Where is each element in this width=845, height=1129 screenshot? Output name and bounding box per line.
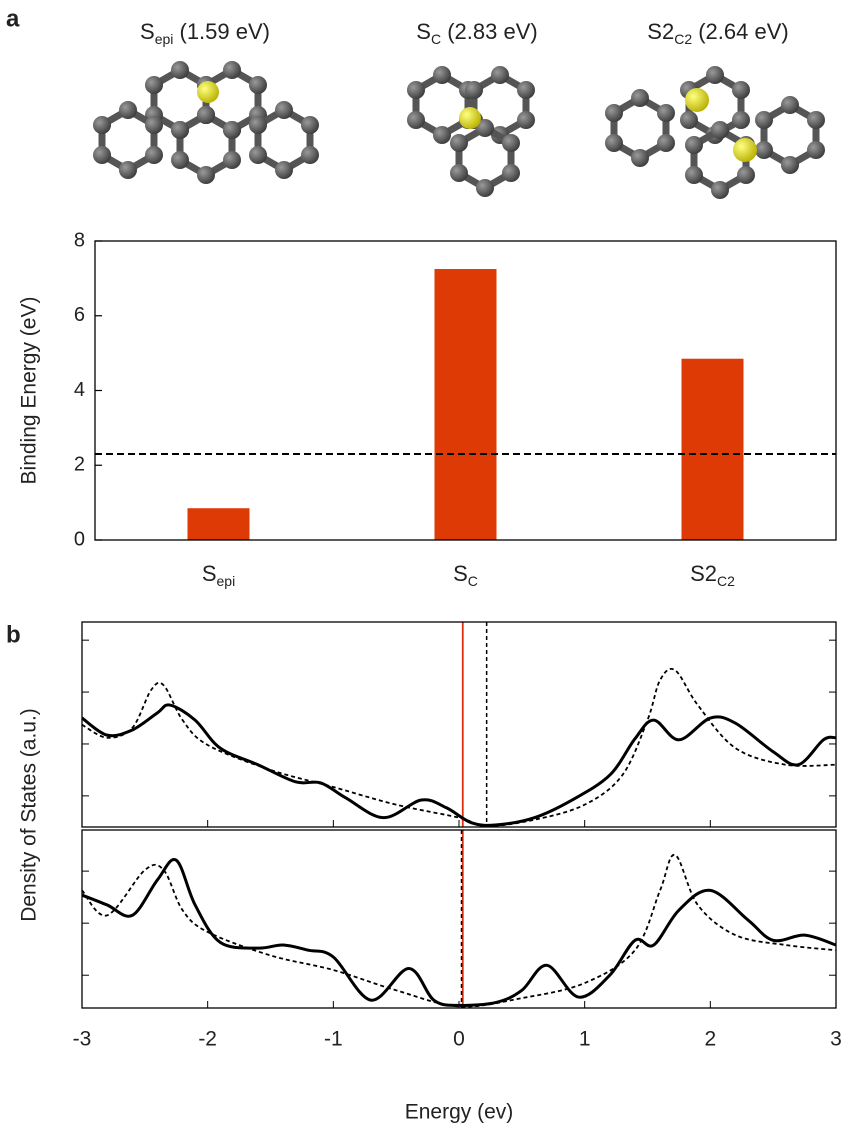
x-tick-label: SC	[453, 561, 478, 589]
sulfur-atom	[733, 138, 757, 162]
label-main: S	[202, 561, 217, 586]
x-axis-label: Energy (ev)	[405, 1101, 514, 1124]
label-rest: (1.59 eV)	[173, 19, 270, 44]
label-rest: (2.64 eV)	[692, 19, 789, 44]
plot-frame	[81, 621, 837, 828]
molecule-structures	[93, 61, 825, 199]
y-tick-label: 2	[74, 454, 85, 476]
y-tick-label: 6	[74, 304, 85, 326]
label-subscript: C2	[717, 573, 735, 589]
y-tick-label: 4	[74, 379, 85, 401]
label-subscript: C	[431, 31, 441, 47]
x-tick-label: 2	[704, 1028, 716, 1051]
label-subscript: epi	[155, 31, 174, 47]
label-main: S2	[647, 19, 674, 44]
x-tick-label: -1	[324, 1028, 343, 1051]
label-main: S2	[690, 561, 717, 586]
x-tick-label: 3	[830, 1028, 842, 1051]
label-subscript: C	[468, 573, 478, 589]
plot-frame	[94, 240, 837, 541]
bar	[187, 508, 250, 540]
dashed-curve	[81, 854, 837, 1008]
x-tick-label: -2	[198, 1028, 217, 1051]
panel-label: b	[6, 621, 21, 648]
structure-title: SC (2.83 eV)	[416, 19, 537, 47]
sulfur-atom	[685, 88, 709, 112]
structure-title: Sepi (1.59 eV)	[140, 19, 270, 47]
x-tick-label: 0	[453, 1028, 465, 1051]
solid-curve	[81, 858, 837, 1007]
y-axis-label: Binding Energy (eV)	[18, 297, 41, 485]
dashed-curve	[81, 667, 837, 827]
carbon-ring	[755, 96, 825, 174]
label-rest: (2.83 eV)	[441, 19, 538, 44]
label-main: S	[416, 19, 431, 44]
structure-title: S2C2 (2.64 eV)	[647, 19, 788, 47]
bar	[434, 269, 497, 540]
plot-frame	[81, 829, 837, 1009]
x-tick-label: -3	[73, 1028, 92, 1051]
y-tick-label: 0	[74, 528, 85, 550]
carbon-ring	[605, 89, 675, 167]
x-tick-label: Sepi	[202, 561, 235, 589]
y-tick-label: 8	[74, 229, 85, 251]
label-subscript: epi	[217, 573, 236, 589]
sulfur-atom	[197, 81, 219, 103]
carbon-ring	[171, 106, 241, 184]
label-main: S	[140, 19, 155, 44]
y-axis-label: Density of States (a.u.)	[18, 708, 41, 922]
panel-label: a	[6, 5, 20, 32]
sulfur-atom	[459, 107, 481, 129]
label-main: S	[453, 561, 468, 586]
bar	[681, 358, 744, 540]
x-tick-label: S2C2	[690, 561, 735, 589]
solid-curve	[81, 703, 837, 827]
label-subscript: C2	[674, 31, 692, 47]
carbon-ring	[407, 66, 477, 144]
x-tick-label: 1	[579, 1028, 591, 1051]
